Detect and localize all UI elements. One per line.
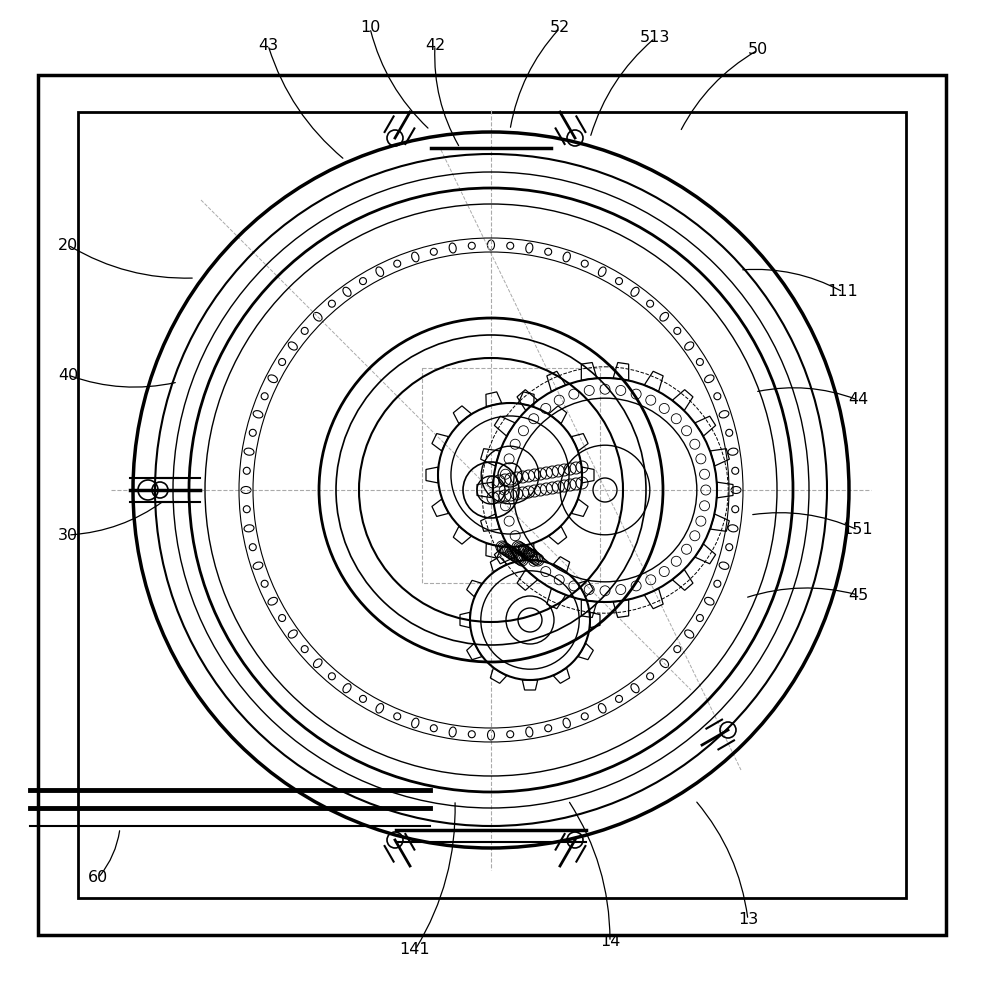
- Text: 44: 44: [847, 392, 868, 408]
- Text: 52: 52: [550, 20, 571, 35]
- Text: 30: 30: [58, 528, 78, 542]
- Text: 513: 513: [640, 30, 670, 45]
- Text: 10: 10: [359, 20, 380, 35]
- Text: 42: 42: [425, 37, 445, 52]
- Text: 13: 13: [737, 912, 758, 928]
- Bar: [422, 368, 600, 583]
- Text: 151: 151: [843, 522, 873, 538]
- Text: 14: 14: [600, 934, 621, 950]
- Bar: [38, 75, 946, 935]
- Text: 43: 43: [258, 37, 278, 52]
- Text: 50: 50: [748, 42, 768, 57]
- Text: 20: 20: [58, 237, 79, 252]
- Text: 111: 111: [828, 284, 858, 300]
- Text: 40: 40: [58, 367, 79, 382]
- Text: 141: 141: [400, 942, 430, 958]
- Bar: [78, 112, 906, 898]
- Text: 60: 60: [87, 870, 108, 886]
- Text: 45: 45: [847, 587, 868, 602]
